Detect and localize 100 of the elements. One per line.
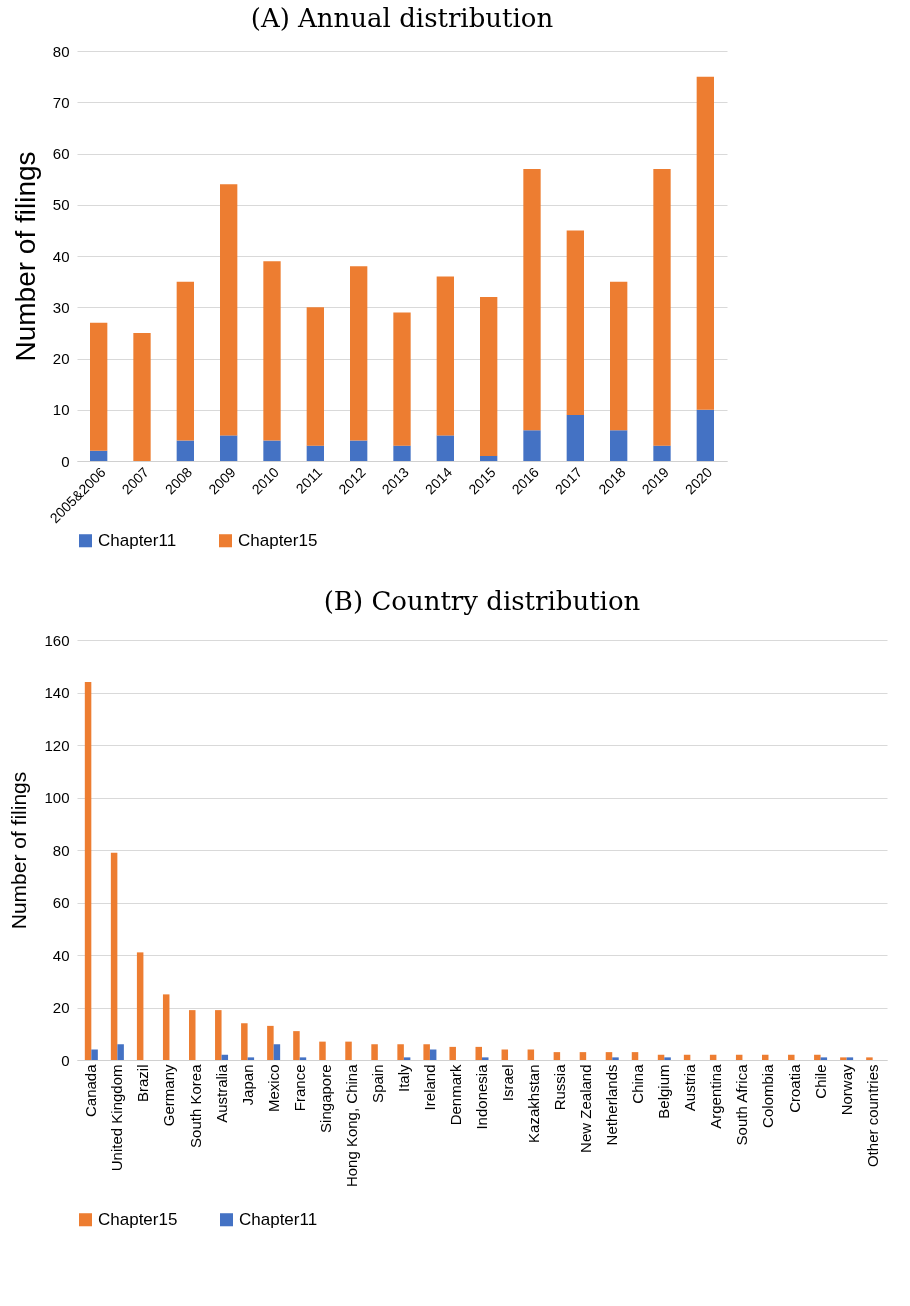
x-tick-label: Russia — [551, 1063, 569, 1111]
x-tick-label: South Korea — [186, 1063, 204, 1148]
x-tick-label: New Zealand — [577, 1064, 595, 1153]
bar — [299, 1057, 307, 1060]
y-tick-label: 20 — [52, 350, 70, 367]
y-tick-label: 0 — [61, 452, 70, 470]
bar — [393, 312, 411, 446]
bar — [482, 1057, 489, 1060]
x-tick-label: France — [290, 1064, 308, 1112]
bar — [480, 455, 498, 461]
x-tick-label: Canada — [82, 1063, 100, 1118]
bar — [846, 1057, 854, 1060]
y-tick-label: 40 — [52, 946, 70, 964]
bar — [293, 1031, 300, 1060]
y-tick-label: 60 — [52, 145, 70, 162]
bar — [664, 1057, 671, 1060]
bar — [579, 1052, 587, 1060]
y-tick-label: 0 — [61, 1051, 70, 1069]
bar — [110, 852, 118, 1060]
bar — [90, 322, 108, 451]
bar — [814, 1054, 821, 1060]
x-tick-label: Spain — [368, 1064, 386, 1103]
bar — [480, 297, 498, 456]
bar — [306, 307, 324, 446]
bar — [176, 440, 194, 461]
bar — [436, 435, 454, 461]
y-tick-label: 80 — [52, 42, 70, 60]
x-tick-label: Brazil — [134, 1064, 152, 1103]
y-tick-label: 20 — [52, 999, 70, 1016]
y-tick-label: 60 — [52, 894, 70, 911]
bar — [612, 1057, 619, 1060]
x-tick-label: Germany — [160, 1064, 178, 1127]
y-tick-label: 10 — [52, 401, 70, 419]
bar — [350, 440, 368, 461]
x-tick-label: Denmark — [446, 1064, 464, 1126]
x-tick-label: Japan — [238, 1064, 256, 1106]
y-tick-label: 160 — [44, 631, 70, 649]
bar — [566, 230, 584, 415]
x-tick-label: Argentina — [707, 1063, 725, 1129]
chart-title: (A) Annual distribution — [250, 3, 554, 33]
bar — [653, 168, 671, 446]
bar — [345, 1041, 352, 1060]
legend-label: Chapter11 — [239, 1209, 318, 1229]
legend-label: Chapter15 — [238, 530, 318, 550]
x-tick-label: Norway — [837, 1064, 855, 1116]
bar — [397, 1044, 404, 1060]
y-tick-label: 50 — [52, 196, 70, 214]
x-tick-label: Other countries — [863, 1064, 881, 1168]
bar — [117, 1044, 124, 1060]
bar — [610, 281, 628, 431]
bar — [631, 1052, 639, 1060]
x-tick-label: Austria — [681, 1063, 699, 1112]
bar — [247, 1057, 255, 1060]
x-tick-label: Australia — [212, 1063, 230, 1123]
bar — [553, 1052, 561, 1060]
bar — [90, 450, 108, 461]
bar — [263, 261, 281, 441]
bar — [696, 409, 714, 461]
y-axis-title: Number of filings — [7, 771, 31, 930]
y-tick-label: 70 — [52, 93, 70, 111]
x-tick-label: Hong Kong, China — [342, 1063, 360, 1188]
bar — [696, 76, 714, 410]
bar — [176, 281, 194, 441]
bar — [449, 1046, 456, 1060]
chart-title: (B) Country distribution — [323, 586, 641, 616]
bar — [605, 1052, 613, 1060]
bar — [436, 276, 454, 436]
bar — [306, 445, 324, 461]
y-tick-label: 120 — [44, 736, 70, 754]
bar — [263, 440, 281, 461]
bar — [188, 1010, 196, 1060]
bar — [162, 994, 170, 1060]
bar — [653, 445, 671, 461]
bar — [220, 184, 238, 436]
y-tick-label: 80 — [52, 841, 70, 859]
x-tick-label: Belgium — [655, 1064, 673, 1119]
x-tick-label: Croatia — [785, 1063, 803, 1113]
bar — [840, 1057, 847, 1060]
legend-label: Chapter11 — [98, 530, 177, 550]
bar — [523, 168, 541, 431]
x-tick-label: Colombia — [759, 1063, 777, 1128]
bar — [566, 414, 584, 461]
x-tick-label: Israel — [499, 1064, 517, 1102]
x-tick-label: Mexico — [264, 1064, 282, 1113]
bar — [788, 1054, 795, 1060]
bar — [267, 1025, 274, 1060]
bar — [350, 266, 368, 441]
bar — [91, 1049, 98, 1060]
bar — [820, 1057, 828, 1060]
y-tick-label: 40 — [52, 247, 70, 265]
x-tick-label: Singapore — [316, 1064, 334, 1133]
x-tick-label: Chile — [811, 1064, 829, 1099]
legend-label: Chapter15 — [98, 1209, 178, 1229]
bar — [523, 430, 541, 461]
bar — [610, 430, 628, 461]
bar — [866, 1057, 873, 1060]
bar — [403, 1057, 411, 1060]
x-tick-label: China — [629, 1063, 647, 1104]
x-tick-label: Indonesia — [473, 1063, 490, 1130]
x-tick-label: Netherlands — [603, 1064, 621, 1146]
